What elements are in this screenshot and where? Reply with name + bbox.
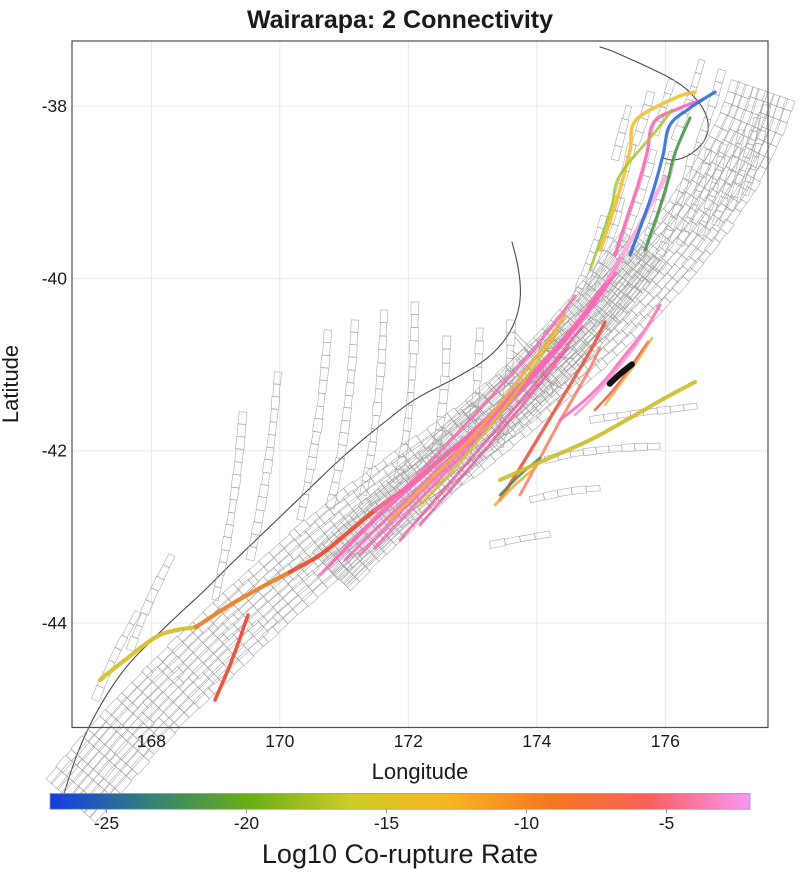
svg-text:176: 176 <box>651 731 680 751</box>
svg-text:-20: -20 <box>234 813 260 833</box>
svg-text:-40: -40 <box>42 268 68 288</box>
svg-text:174: 174 <box>522 731 551 751</box>
svg-text:-44: -44 <box>42 613 68 633</box>
svg-text:-5: -5 <box>659 813 675 833</box>
svg-text:Log10 Co-rupture Rate: Log10 Co-rupture Rate <box>262 839 538 869</box>
svg-text:172: 172 <box>394 731 423 751</box>
svg-text:Latitude: Latitude <box>0 345 23 423</box>
svg-text:-25: -25 <box>94 813 119 833</box>
svg-text:-10: -10 <box>514 813 540 833</box>
svg-text:-42: -42 <box>42 441 67 461</box>
svg-text:-38: -38 <box>42 96 67 116</box>
svg-text:Longitude: Longitude <box>372 759 469 784</box>
svg-text:-15: -15 <box>374 813 399 833</box>
svg-text:170: 170 <box>265 731 294 751</box>
svg-text:168: 168 <box>137 731 166 751</box>
